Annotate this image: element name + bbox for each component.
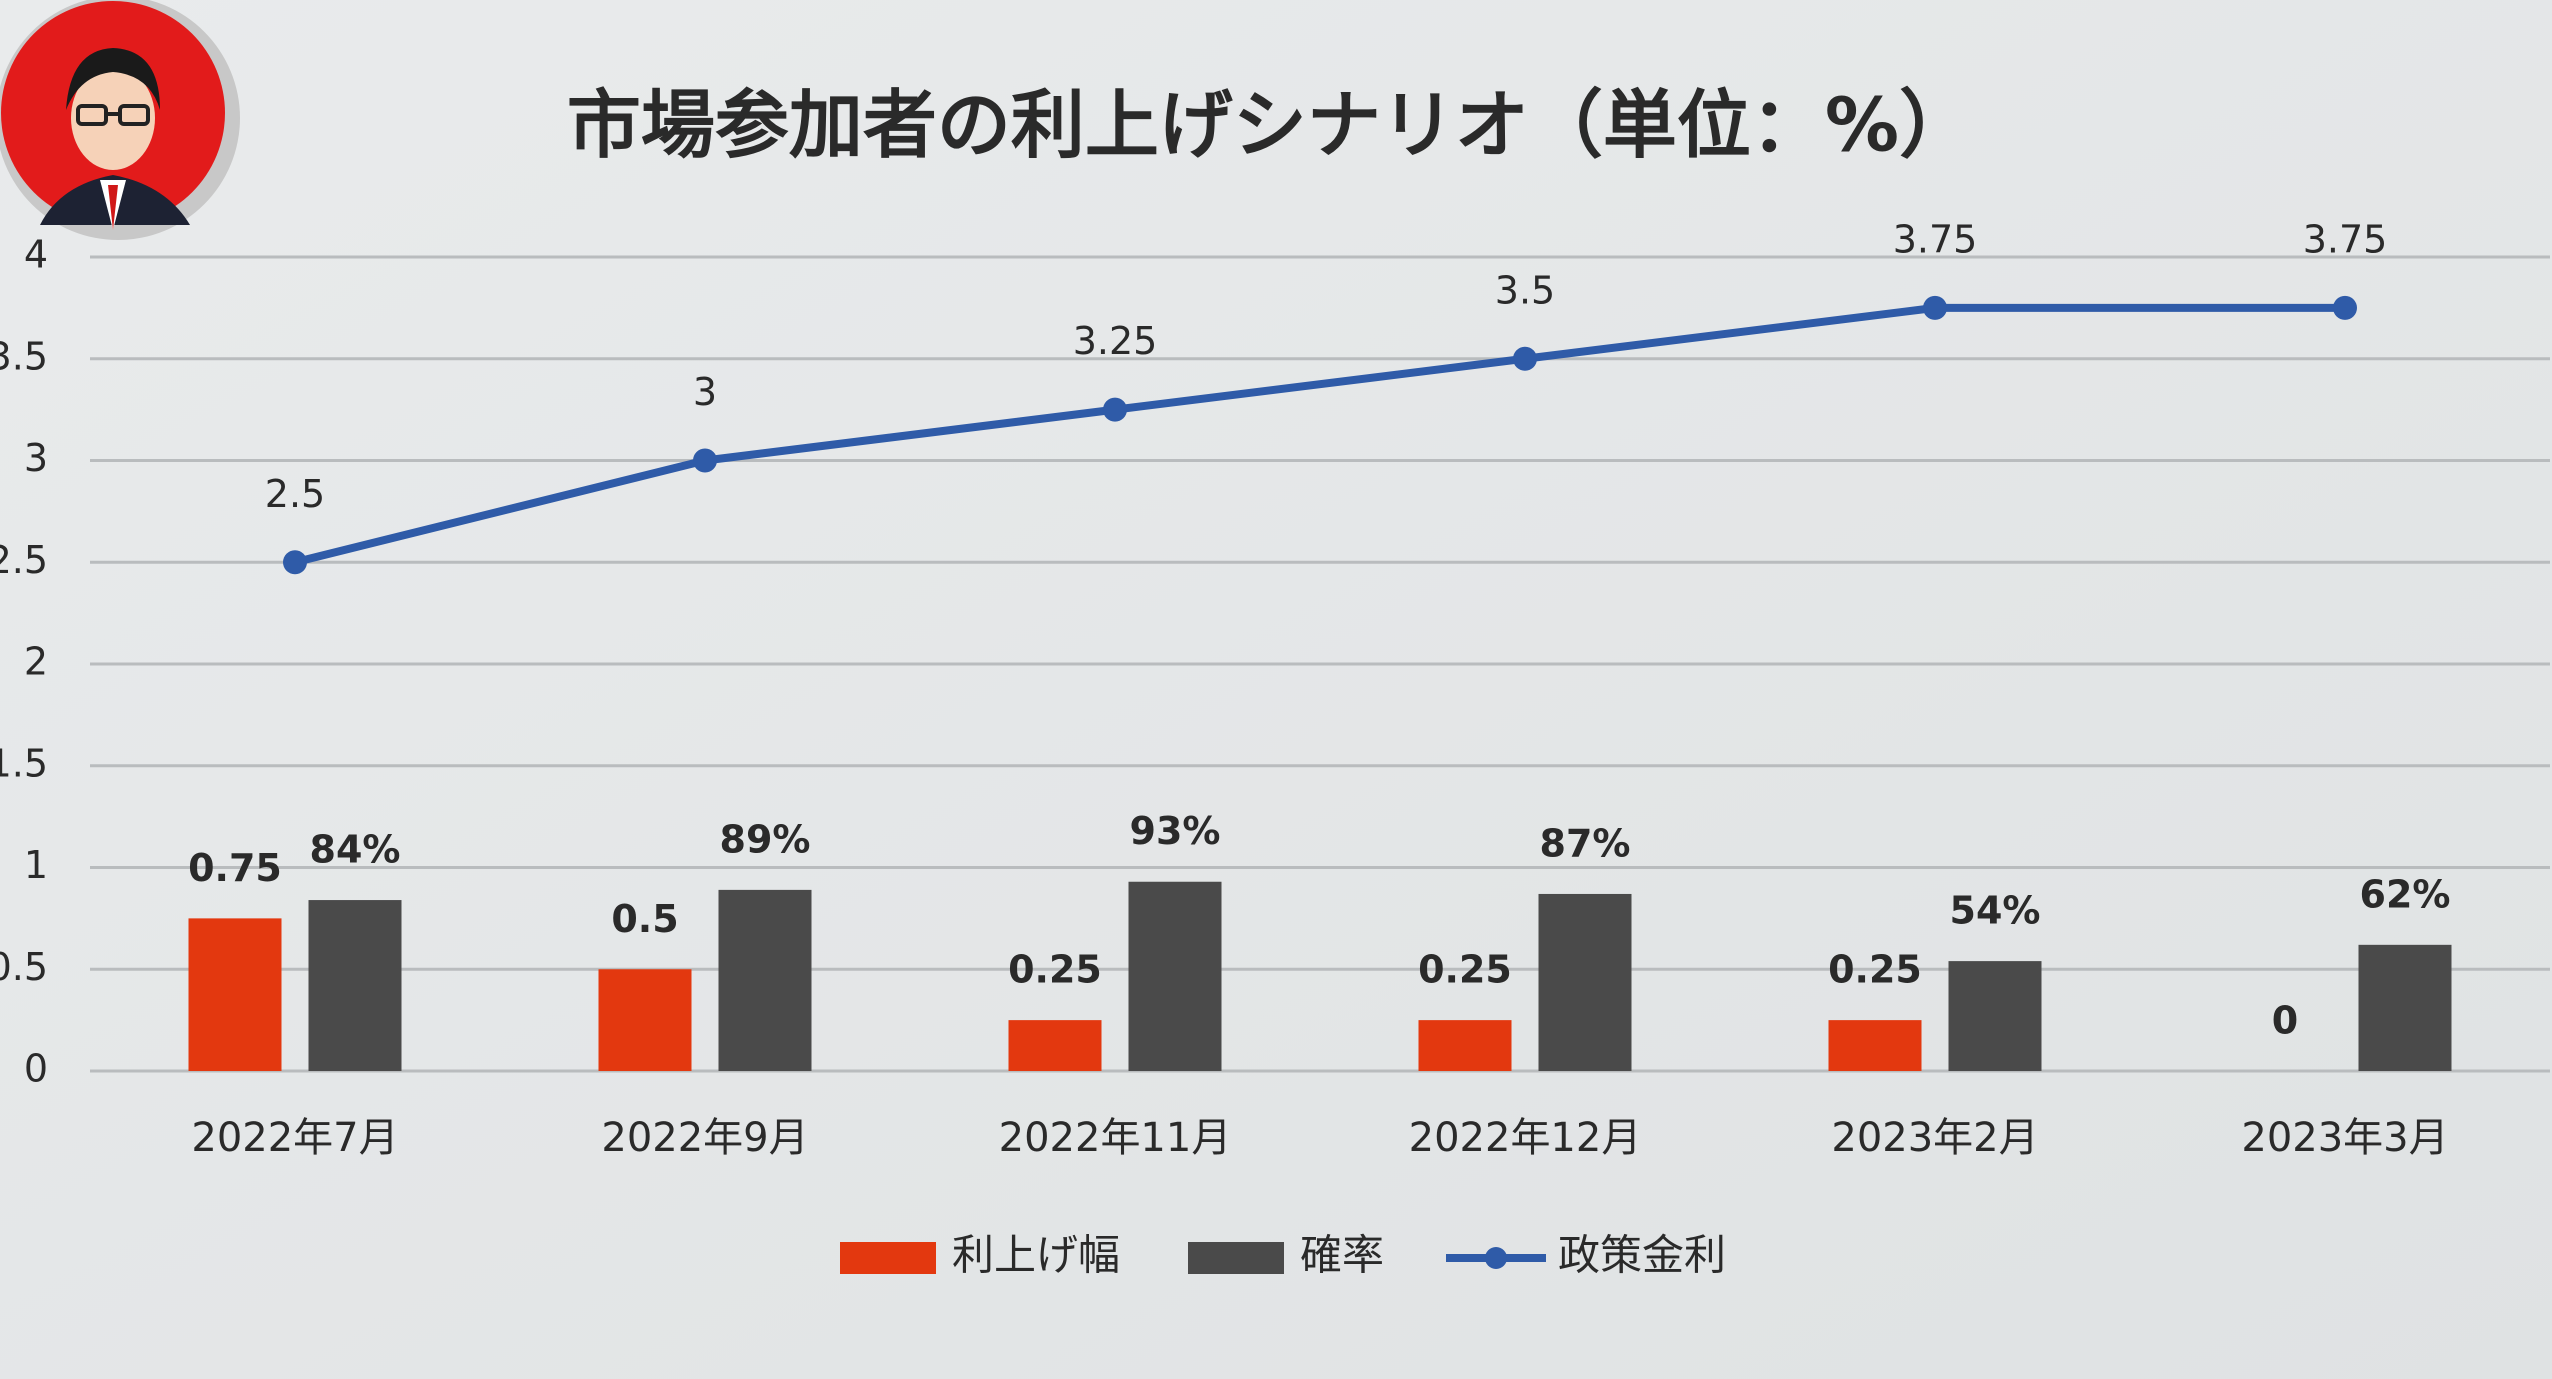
x-tick-label: 2022年7月 — [191, 1115, 398, 1161]
x-tick-label: 2022年11月 — [999, 1115, 1232, 1161]
bar — [718, 889, 812, 1071]
legend-label: 利上げ幅 — [952, 1231, 1120, 1280]
data-label: 3.25 — [1073, 319, 1158, 363]
legend-label: 政策金利 — [1558, 1231, 1726, 1280]
bar — [2358, 944, 2452, 1071]
bar — [308, 900, 402, 1071]
legend-swatch — [1485, 1247, 1507, 1269]
line-marker — [283, 550, 307, 575]
bar — [1538, 893, 1632, 1071]
y-tick-label: 1.5 — [0, 741, 48, 785]
data-label: 93% — [1130, 809, 1221, 853]
line-marker — [1513, 346, 1537, 371]
y-tick-label: 2.5 — [0, 538, 48, 582]
y-tick-label: 3 — [24, 436, 48, 480]
line-marker — [2333, 295, 2357, 320]
data-label: 3.5 — [1495, 268, 1555, 312]
y-tick-label: 0.5 — [0, 945, 48, 989]
chart-title: 市場参加者の利上げシナリオ（単位：%） — [567, 83, 1973, 169]
bar — [1418, 1020, 1512, 1071]
data-label: 87% — [1540, 821, 1631, 865]
bar — [188, 918, 282, 1071]
x-tick-label: 2023年3月 — [2241, 1115, 2448, 1161]
data-label: 0.25 — [1008, 948, 1102, 992]
data-label: 0.25 — [1418, 948, 1512, 992]
x-tick-label: 2022年12月 — [1409, 1115, 1642, 1161]
legend-swatch — [1188, 1242, 1284, 1274]
avatar — [0, 0, 240, 240]
y-tick-label: 2 — [24, 640, 48, 684]
bar — [598, 969, 692, 1071]
legend-label: 確率 — [1300, 1231, 1384, 1280]
data-label: 89% — [720, 817, 811, 861]
line-marker — [1923, 295, 1947, 320]
line-marker — [693, 448, 717, 473]
line — [294, 303, 2345, 567]
data-label: 3.75 — [1893, 217, 1978, 261]
data-label: 2.5 — [265, 472, 325, 516]
data-label: 0.25 — [1828, 948, 1922, 992]
legend-swatch — [840, 1242, 936, 1274]
data-label: 3 — [693, 370, 717, 414]
data-label: 0.75 — [188, 846, 282, 890]
y-tick-label: 0 — [24, 1047, 48, 1091]
data-label: 62% — [2360, 872, 2451, 916]
bar — [1008, 1020, 1102, 1071]
bar — [1828, 1020, 1922, 1071]
y-tick-label: 3.5 — [0, 334, 48, 378]
bar — [1128, 881, 1222, 1071]
data-label: 54% — [1950, 889, 2041, 933]
data-label: 0.5 — [611, 897, 678, 941]
y-tick-label: 1 — [24, 843, 48, 887]
x-tick-label: 2022年9月 — [601, 1115, 808, 1161]
line-marker — [1103, 397, 1127, 422]
data-label: 3.75 — [2303, 217, 2388, 261]
y-tick-label: 4 — [24, 233, 48, 277]
data-label: 84% — [310, 828, 401, 872]
bar — [1948, 961, 2042, 1071]
x-tick-label: 2023年2月 — [1831, 1115, 2038, 1161]
data-label: 0 — [2272, 999, 2298, 1043]
